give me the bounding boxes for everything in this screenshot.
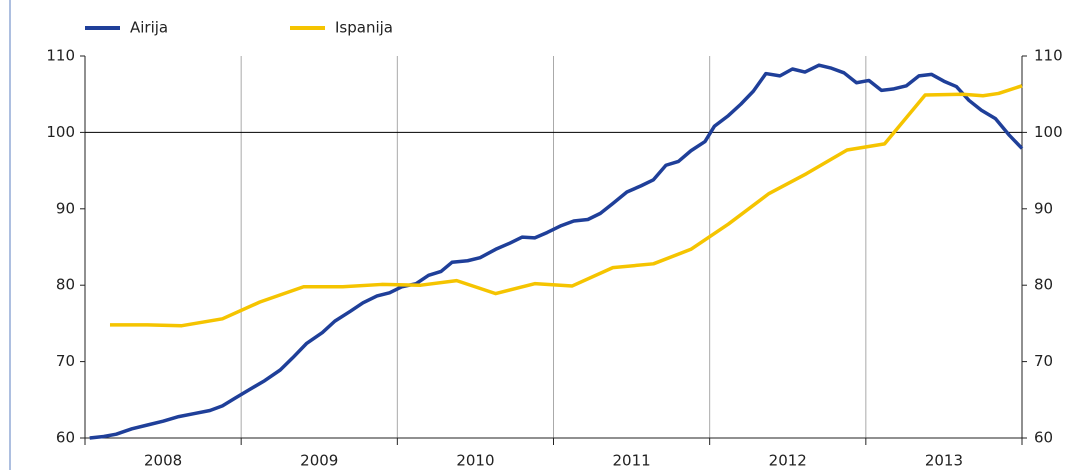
y-tick-label: 110 bbox=[46, 47, 75, 65]
y2-tick-label: 80 bbox=[1034, 276, 1053, 294]
y2-tick-label: 100 bbox=[1034, 123, 1063, 141]
x-tick-label: 2010 bbox=[456, 452, 494, 470]
legend-label: Ispanija bbox=[335, 19, 393, 37]
y-tick-label: 80 bbox=[56, 276, 75, 294]
y2-tick-label: 70 bbox=[1034, 352, 1053, 370]
legend-label: Airija bbox=[130, 19, 168, 37]
y-tick-label: 70 bbox=[56, 352, 75, 370]
x-tick-label: 2012 bbox=[769, 452, 807, 470]
y2-tick-label: 60 bbox=[1034, 429, 1053, 447]
series-line bbox=[109, 84, 1023, 328]
x-tick-label: 2008 bbox=[144, 452, 182, 470]
y-tick-label: 90 bbox=[56, 199, 75, 217]
x-tick-label: 2013 bbox=[925, 452, 963, 470]
x-tick-label: 2009 bbox=[300, 452, 338, 470]
x-tick-label: 2011 bbox=[612, 452, 650, 470]
y2-tick-label: 110 bbox=[1034, 47, 1063, 65]
y2-tick-label: 90 bbox=[1034, 199, 1053, 217]
series-line bbox=[89, 63, 1024, 440]
y-tick-label: 100 bbox=[46, 123, 75, 141]
y-tick-label: 60 bbox=[56, 429, 75, 447]
